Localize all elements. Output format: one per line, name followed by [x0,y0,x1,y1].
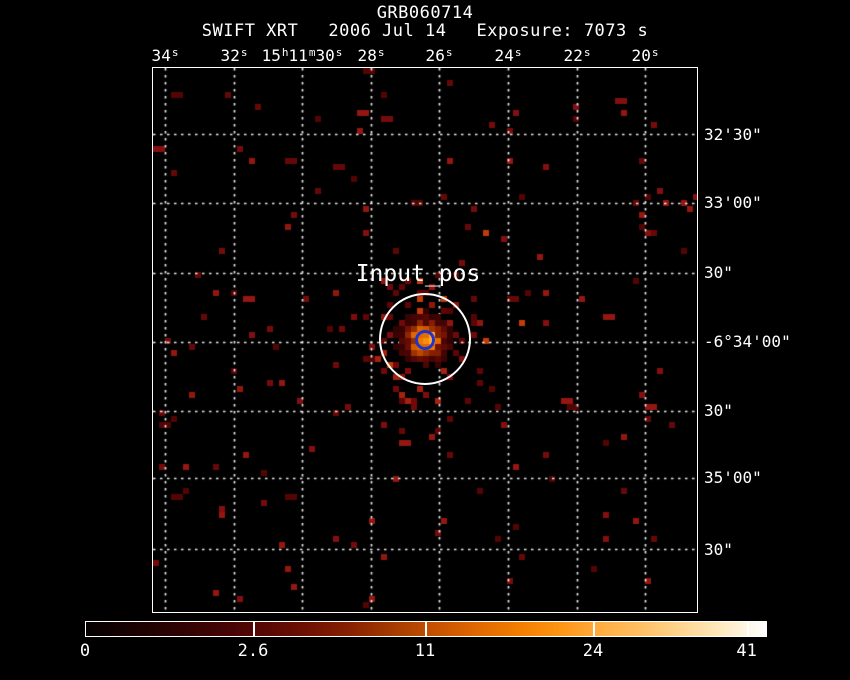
ra-tick-label: 15h11m30s [261,46,343,65]
colorbar-tick [592,622,595,636]
input-position-marker [415,330,435,350]
colorbar-tick-label: 41 [736,641,757,661]
ra-tick-label: 32s [220,46,248,65]
colorbar-tick [746,622,749,636]
dec-tick-label: 30" [704,401,733,420]
colorbar-tick-label: 0 [79,641,91,661]
colorbar-tick-label: 11 [414,641,436,661]
colorbar-tick [252,622,255,636]
input-position-label: Input_pos [355,261,481,287]
dec-tick-label: 35'00" [704,468,762,487]
dec-tick-label: 32'30" [704,125,762,144]
colorbar-labels: 0 2.6 11 24 41 [80,641,765,663]
ra-tick-label: 20s [631,46,659,65]
date-label: 2006 Jul 14 [328,21,447,41]
ra-tick-label: 26s [425,46,453,65]
colorbar-tick-label: 24 [582,641,604,661]
exposure-label: Exposure: 7073 s [476,21,649,41]
dec-tick-label: 30" [704,540,733,559]
ra-tick-label: 28s [357,46,385,65]
ra-tick-label: 34s [151,46,179,65]
page-title: GRB060714 [376,3,474,23]
instrument-label: SWIFT XRT [201,21,299,41]
ra-tick-label: 24s [494,46,522,65]
dec-tick-label: 33'00" [704,193,762,212]
colorbar-tick-label: 2.6 [237,641,269,661]
dec-tick-label: 30" [704,263,733,282]
dec-tick-label: -6°34'00" [704,332,791,351]
colorbar-tick [425,622,427,636]
source-region-circle [379,293,471,385]
observation-subtitle: SWIFT XRT 2006 Jul 14 Exposure: 7073 s [0,21,850,41]
ra-tick-label: 22s [563,46,591,65]
colorbar [85,621,767,637]
